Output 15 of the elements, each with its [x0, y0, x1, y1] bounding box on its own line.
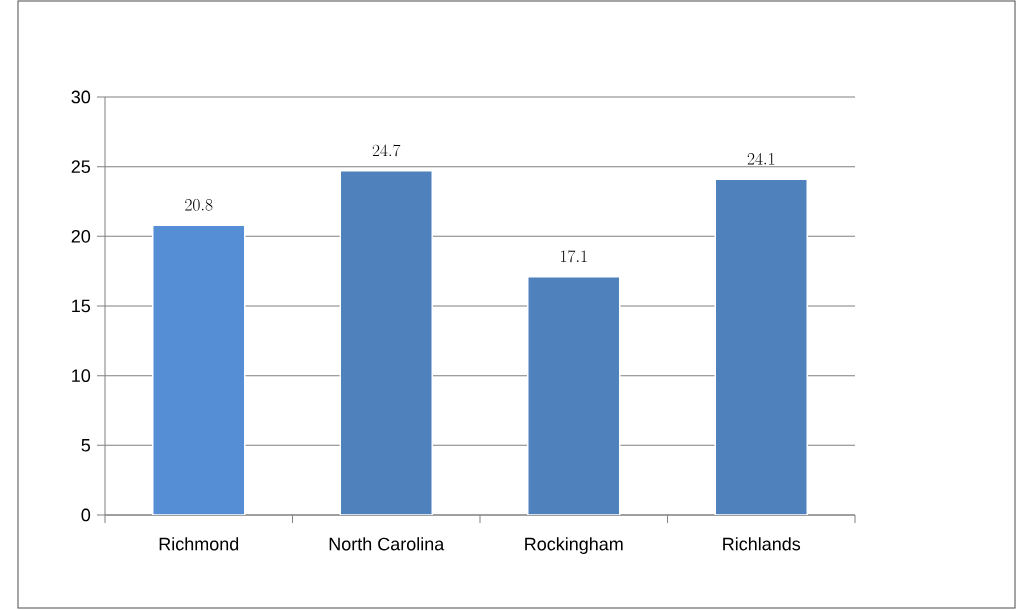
- y-tick-label: 10: [72, 369, 91, 383]
- x-tick-label: Richlands: [723, 537, 801, 551]
- data-label: 24.7: [372, 144, 401, 157]
- data-label: 20.8: [185, 199, 213, 211]
- x-tick-label: Richmond: [159, 537, 239, 551]
- x-tick-label: North Carolina: [329, 537, 445, 551]
- y-tick-label: 30: [71, 90, 91, 104]
- y-tick-label: 5: [81, 439, 91, 452]
- data-label: 24. 1: [747, 152, 775, 165]
- x-tick-label: Rockingham: [525, 537, 623, 554]
- y-tick-label: 20: [71, 229, 91, 243]
- y-tick-label: 25: [71, 160, 91, 174]
- data-label: 17. 1: [561, 250, 587, 263]
- y-tick-label: 15: [72, 299, 91, 313]
- y-tick-label: 0: [81, 508, 91, 522]
